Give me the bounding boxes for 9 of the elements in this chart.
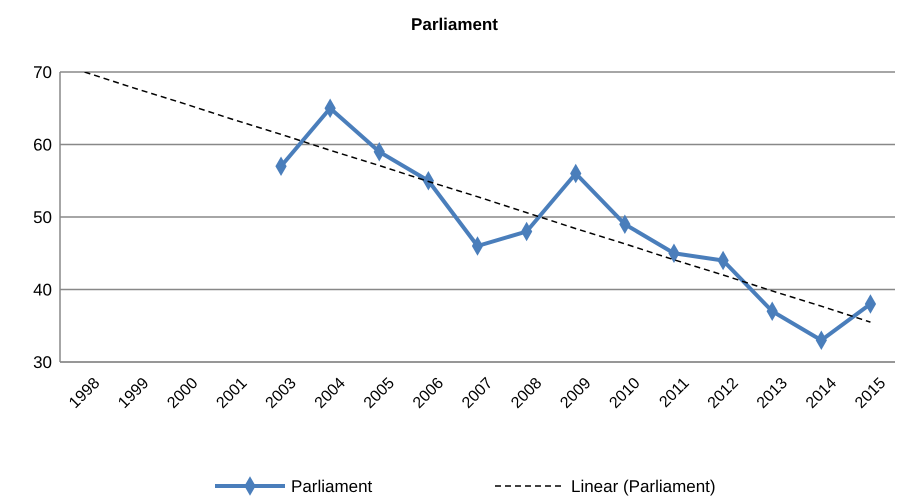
line-series — [84, 72, 872, 323]
chart-title: Parliament — [411, 15, 498, 34]
legend-label: Parliament — [291, 476, 373, 496]
y-tick-label: 60 — [33, 135, 52, 154]
legend-label: Linear (Parliament) — [571, 476, 716, 496]
y-tick-label: 30 — [33, 352, 52, 372]
y-tick-label: 70 — [33, 62, 52, 82]
y-tick-label: 50 — [33, 208, 52, 227]
y-tick-label: 40 — [33, 280, 52, 300]
